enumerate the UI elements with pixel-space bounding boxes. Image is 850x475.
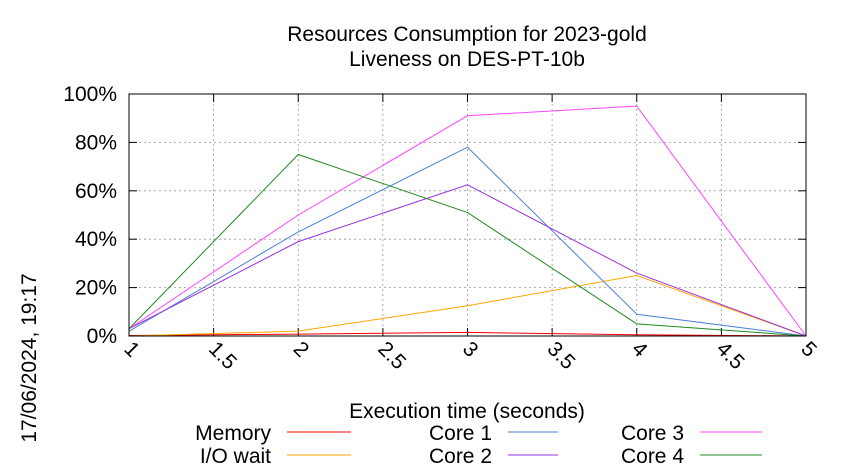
x-tick-label: 1.5: [204, 337, 241, 374]
x-tick-label: 5: [796, 337, 821, 362]
y-tick-label: 40%: [75, 228, 117, 251]
y-axis-ticks: 0% 20% 40% 60% 80% 100%: [63, 83, 806, 348]
y-tick-label: 20%: [75, 277, 117, 300]
legend-label-core-2: Core 2: [429, 445, 492, 468]
chart-title-line1: Resources Consumption for 2023-gold: [287, 23, 647, 46]
plot-frame: [128, 93, 807, 337]
series-group: [128, 105, 807, 337]
y-tick-label: 0%: [87, 325, 117, 348]
x-tick-label: 2.5: [373, 337, 410, 374]
series-line-core-2: [128, 184, 807, 337]
x-tick-label: 4: [627, 337, 652, 362]
y-tick-label: 100%: [63, 83, 117, 106]
x-axis-label: Execution time (seconds): [349, 400, 585, 423]
series-line-i-o-wait: [128, 274, 807, 337]
legend-label-i-o-wait: I/O wait: [200, 445, 271, 468]
x-tick-label: 4.5: [712, 337, 749, 374]
grid: [129, 94, 806, 336]
chart-title-line2: Liveness on DES-PT-10b: [349, 48, 585, 71]
legend-label-core-4: Core 4: [621, 445, 684, 468]
x-tick-label: 3.5: [543, 337, 580, 374]
y-tick-label: 60%: [75, 180, 117, 203]
series-line-core-3: [128, 105, 807, 337]
x-tick-label: 3: [458, 337, 483, 362]
legend-label-core-3: Core 3: [621, 422, 684, 445]
y-tick-label: 80%: [75, 131, 117, 154]
series-line-memory: [128, 331, 807, 337]
series-line-core-1: [128, 146, 807, 337]
legend-label-core-1: Core 1: [429, 422, 492, 445]
timestamp: 17/06/2024, 19:17: [18, 273, 41, 442]
series-line-core-4: [128, 153, 807, 337]
x-tick-label: 1: [119, 337, 144, 362]
x-tick-label: 2: [289, 337, 314, 362]
legend-label-memory: Memory: [195, 422, 271, 445]
